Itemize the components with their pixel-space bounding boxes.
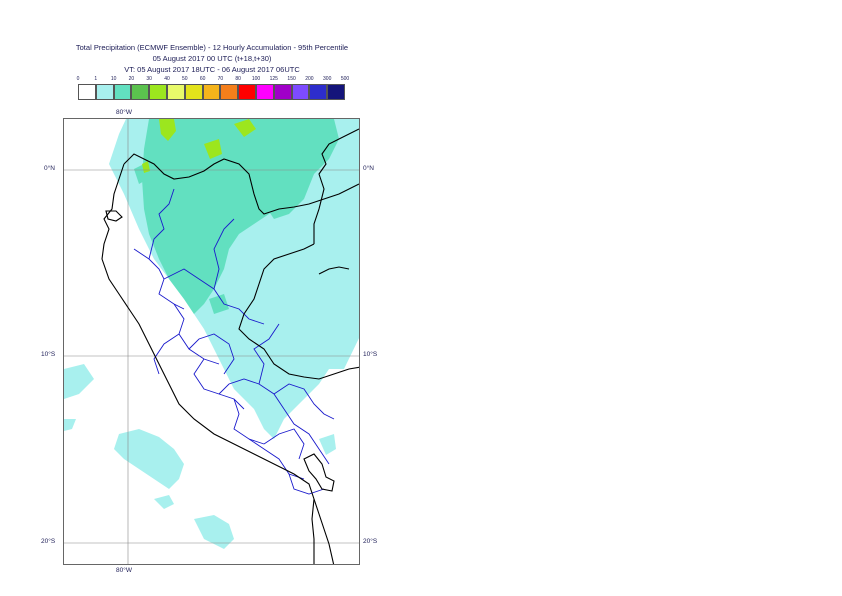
legend-swatch <box>256 84 274 100</box>
legend-tick-label: 20 <box>128 76 135 82</box>
legend-tick-label: 30 <box>146 76 152 82</box>
legend-swatch <box>149 84 167 100</box>
latitude-label-0-right: 0°N <box>363 165 374 172</box>
latitude-label-0-left: 0°N <box>44 165 55 172</box>
legend-swatch <box>238 84 256 100</box>
legend-swatch <box>273 84 292 100</box>
regional-borders <box>133 188 335 495</box>
legend-tick-label: 100 <box>251 76 261 82</box>
latitude-label-20-left: 20°S <box>41 538 56 545</box>
moderate-precipitation-area <box>134 119 339 314</box>
latitude-label-10-right: 10°S <box>363 351 378 358</box>
valid-time-subtitle: VT: 05 August 2017 18UTC - 06 August 201… <box>124 65 300 74</box>
legend-tick-label: 0 <box>76 76 80 82</box>
latitude-label-10-left: 10°S <box>41 351 56 358</box>
legend-tick-label: 300 <box>323 76 332 82</box>
legend-tick-label: 70 <box>217 76 224 82</box>
map-panel <box>63 118 360 565</box>
legend-tick-label: 1 <box>94 76 98 82</box>
legend-tick-label: 10 <box>110 76 117 82</box>
legend-tick-label: 500 <box>340 76 350 82</box>
legend-swatch <box>202 84 221 100</box>
legend-tick-label: 50 <box>182 76 188 82</box>
longitude-label-top: 80°W <box>116 109 132 116</box>
legend-swatch <box>95 84 114 100</box>
legend-tick-label: 200 <box>305 76 314 82</box>
legend-tick-label: 40 <box>164 76 170 82</box>
latitude-label-20-right: 20°S <box>363 538 378 545</box>
legend-tick-label: 80 <box>235 76 241 82</box>
legend-swatch <box>113 84 132 100</box>
chart-title: Total Precipitation (ECMWF Ensemble) - 1… <box>75 43 349 52</box>
legend-swatch <box>220 84 239 100</box>
legend-tick-label: 125 <box>269 76 278 82</box>
legend-tick-label: 60 <box>199 76 206 82</box>
heavy-precipitation-area <box>142 119 256 173</box>
graticule <box>64 119 359 564</box>
legend-swatch <box>167 84 185 100</box>
legend-swatch <box>291 84 310 100</box>
longitude-label-bottom: 80°W <box>116 567 132 574</box>
legend-swatch <box>309 84 328 100</box>
legend-swatch <box>78 84 96 100</box>
coastline-and-borders <box>101 128 359 564</box>
legend-tick-label: 150 <box>287 76 296 82</box>
legend-swatch <box>131 84 150 100</box>
legend-swatch <box>327 84 345 100</box>
run-time-subtitle: 05 August 2017 00 UTC (t+18,t+30) <box>152 54 272 63</box>
legend-swatch <box>184 84 203 100</box>
